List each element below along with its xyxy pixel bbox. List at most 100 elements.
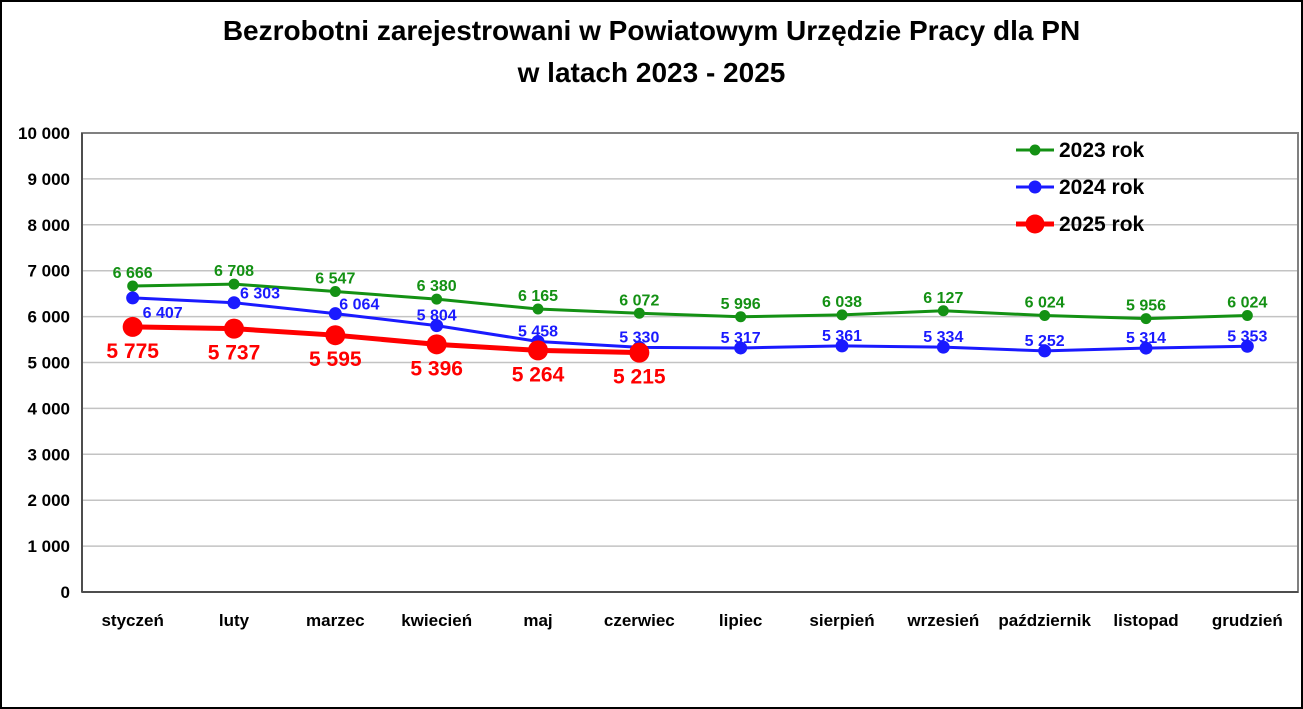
data-point-label: 6 407 bbox=[143, 305, 183, 322]
data-point-marker bbox=[1140, 313, 1152, 325]
data-point-label: 5 317 bbox=[721, 330, 761, 347]
x-category-label: listopad bbox=[1113, 611, 1178, 630]
x-category-label: czerwiec bbox=[604, 611, 675, 630]
data-point-label: 5 804 bbox=[417, 308, 457, 325]
y-tick-label: 8 000 bbox=[27, 216, 70, 235]
data-point-marker bbox=[430, 319, 444, 333]
data-point-marker bbox=[329, 285, 341, 297]
data-point-marker bbox=[629, 342, 650, 363]
data-point-marker bbox=[426, 334, 447, 355]
data-point-marker bbox=[431, 293, 443, 305]
y-axis-tick-labels: 10 000 9 000 8 000 7 000 6 000 5 000 4 000 3 00… bbox=[18, 124, 70, 602]
data-point-label: 5 737 bbox=[208, 342, 261, 365]
data-point-label: 5 396 bbox=[410, 357, 463, 380]
data-point-label: 5 215 bbox=[613, 366, 666, 389]
data-point-label: 5 361 bbox=[822, 328, 862, 345]
y-tick-label: 6 000 bbox=[27, 308, 70, 327]
data-point-label: 5 252 bbox=[1025, 333, 1065, 350]
x-category-label: styczeń bbox=[101, 611, 163, 630]
data-point-marker bbox=[528, 340, 548, 361]
data-point-label: 6 127 bbox=[923, 290, 963, 307]
data-point-label: 6 024 bbox=[1025, 294, 1065, 311]
x-category-label: lipiec bbox=[719, 611, 762, 630]
legend-entry-2024-rok: 2024 rok bbox=[1016, 176, 1145, 199]
series-2023-rok: 6 666 6 708 6 547 6 380 6 165 6 072 5 996 6 038… bbox=[113, 263, 1267, 325]
x-category-label: kwiecień bbox=[401, 611, 472, 630]
data-point-label: 6 064 bbox=[339, 297, 379, 314]
chart-title-line1: Bezrobotni zarejestrowani w Powiatowym U… bbox=[222, 15, 1081, 46]
data-point-marker bbox=[228, 278, 240, 290]
data-point-label: 6 547 bbox=[315, 270, 355, 287]
data-point-marker bbox=[1038, 344, 1052, 358]
series-line bbox=[131, 282, 1249, 321]
x-category-label: wrzesień bbox=[906, 611, 979, 630]
y-tick-label: 1 000 bbox=[27, 537, 70, 556]
data-point-label: 5 956 bbox=[1126, 298, 1166, 315]
legend-marker-icon bbox=[1028, 180, 1042, 194]
y-tick-label: 4 000 bbox=[27, 399, 70, 418]
legend-label: 2023 rok bbox=[1059, 139, 1145, 162]
series-2024-rok: 6 407 6 303 6 064 5 804 5 458 5 330 5 317 5 361… bbox=[126, 286, 1267, 358]
data-point-label: 6 024 bbox=[1227, 294, 1267, 311]
y-tick-label: 9 000 bbox=[27, 170, 70, 189]
y-tick-label: 7 000 bbox=[27, 262, 70, 281]
legend-label: 2024 rok bbox=[1059, 176, 1145, 199]
data-point-marker bbox=[1039, 309, 1051, 321]
data-point-marker bbox=[126, 291, 140, 305]
chart-title-line2: w latach 2023 - 2025 bbox=[517, 57, 786, 88]
x-category-label: luty bbox=[219, 611, 250, 630]
series-line bbox=[130, 324, 642, 356]
data-point-label: 5 330 bbox=[619, 329, 659, 346]
y-tick-label: 2 000 bbox=[27, 491, 70, 510]
x-category-label: grudzień bbox=[1212, 611, 1283, 630]
series-2025-rok: 5 775 5 737 5 595 5 396 5 264 5 215 bbox=[106, 316, 666, 389]
y-tick-label: 0 bbox=[61, 583, 70, 602]
data-point-label: 5 775 bbox=[106, 340, 159, 363]
data-point-marker bbox=[734, 341, 748, 355]
data-point-marker bbox=[1241, 309, 1253, 321]
data-point-marker bbox=[735, 311, 747, 323]
y-tick-label: 10 000 bbox=[18, 124, 70, 143]
y-tick-label: 5 000 bbox=[27, 354, 70, 373]
data-point-label: 6 666 bbox=[113, 265, 153, 282]
chart-title: Bezrobotni zarejestrowani w Powiatowym U… bbox=[2, 10, 1301, 94]
data-point-label: 5 314 bbox=[1126, 330, 1166, 347]
data-point-marker bbox=[936, 340, 950, 354]
legend-entry-2025-rok: 2025 rok bbox=[1016, 213, 1145, 236]
data-point-marker bbox=[328, 307, 342, 321]
data-point-marker bbox=[122, 316, 143, 337]
series-line bbox=[131, 296, 1249, 353]
data-point-label: 5 264 bbox=[512, 363, 565, 386]
data-point-marker bbox=[532, 303, 544, 315]
data-point-label: 6 038 bbox=[822, 294, 862, 311]
legend-entry-2023-rok: 2023 rok bbox=[1016, 139, 1145, 162]
data-point-label: 6 165 bbox=[518, 288, 558, 305]
data-point-label: 6 303 bbox=[240, 286, 280, 303]
data-point-label: 5 353 bbox=[1227, 328, 1267, 345]
data-point-marker bbox=[836, 309, 848, 321]
legend-label: 2025 rok bbox=[1059, 213, 1145, 236]
data-point-marker bbox=[224, 318, 244, 339]
data-point-label: 6 380 bbox=[417, 278, 457, 295]
data-point-marker bbox=[835, 339, 849, 353]
data-point-marker bbox=[1240, 339, 1254, 353]
y-tick-label: 3 000 bbox=[27, 445, 70, 464]
x-category-label: sierpień bbox=[809, 611, 874, 630]
data-point-marker bbox=[1139, 341, 1153, 355]
data-point-marker bbox=[937, 305, 949, 317]
x-category-label: maj bbox=[523, 611, 552, 630]
data-point-label: 6 708 bbox=[214, 263, 254, 280]
x-category-label: marzec bbox=[306, 611, 365, 630]
data-point-label: 6 072 bbox=[619, 292, 659, 309]
data-point-label: 5 595 bbox=[309, 348, 362, 371]
data-point-marker bbox=[227, 296, 241, 310]
legend-marker-icon bbox=[1029, 144, 1041, 156]
x-category-label: październik bbox=[998, 611, 1091, 630]
data-point-label: 5 996 bbox=[721, 296, 761, 313]
x-axis-category-labels: styczeń luty marzec kwiecień maj czerwiec lipi… bbox=[101, 611, 1282, 630]
data-point-label: 5 458 bbox=[518, 323, 558, 340]
legend: 2023 rok 2024 rok 2025 rok bbox=[1016, 139, 1145, 236]
legend-marker-icon bbox=[1025, 214, 1045, 234]
